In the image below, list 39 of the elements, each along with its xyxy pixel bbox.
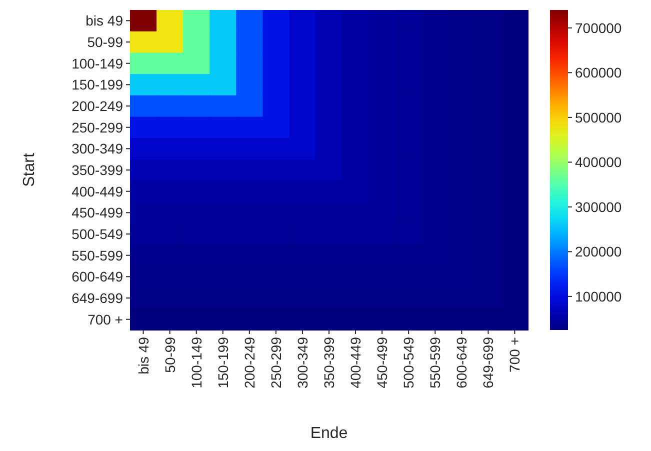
color-bar-label: 400000 [575,154,622,170]
y-tick-label: 100-149 [72,55,124,72]
y-tick-label: 600-649 [72,268,124,285]
y-tick-label: 300-349 [72,140,124,157]
y-tick-label: 50-99 [87,34,124,50]
x-tick-label: 649-699 [480,336,496,388]
y-tick-label: 200-249 [72,98,124,114]
color-bar-label: 600000 [575,64,622,81]
color-bar-label: 100000 [575,288,622,304]
y-tick-label: 450-499 [72,204,124,221]
y-tick-label: 550-599 [72,247,124,264]
y-tick-label: bis 49 [86,12,124,29]
x-tick-label: 550-599 [427,336,444,388]
x-tick-label: 250-299 [268,336,284,388]
y-tick-label: 700 + [88,311,123,328]
y-tick-label: 400-449 [72,183,124,200]
color-bar-label: 300000 [575,198,622,215]
color-bar-label: 500000 [575,109,622,126]
y-tick-label: 250-299 [72,119,124,136]
y-tick-label: 350-399 [72,162,124,178]
x-axis-title: Ende [310,425,348,442]
x-tick-label: 500-549 [400,336,417,388]
x-tick-label: bis 49 [135,336,152,374]
y-tick-label: 649-699 [72,290,124,306]
x-tick-label: 300-349 [294,336,310,388]
color-bar-label: 700000 [575,20,622,36]
y-tick-label: 150-199 [72,76,124,93]
x-tick-label: 150-199 [214,336,231,388]
x-tick-label: 400-449 [348,336,364,388]
x-tick-label: 50-99 [162,336,178,373]
x-tick-label: 200-249 [241,336,258,388]
x-tick-label: 700 + [506,337,523,372]
y-axis-title: Start [21,152,38,187]
x-tick-label: 100-149 [188,336,204,388]
x-tick-label: 350-399 [321,336,337,388]
x-tick-label: 600-649 [454,336,470,388]
color-bar-label: 200000 [575,244,622,260]
x-tick-label: 450-499 [374,336,390,388]
y-tick-label: 500-549 [72,226,124,242]
